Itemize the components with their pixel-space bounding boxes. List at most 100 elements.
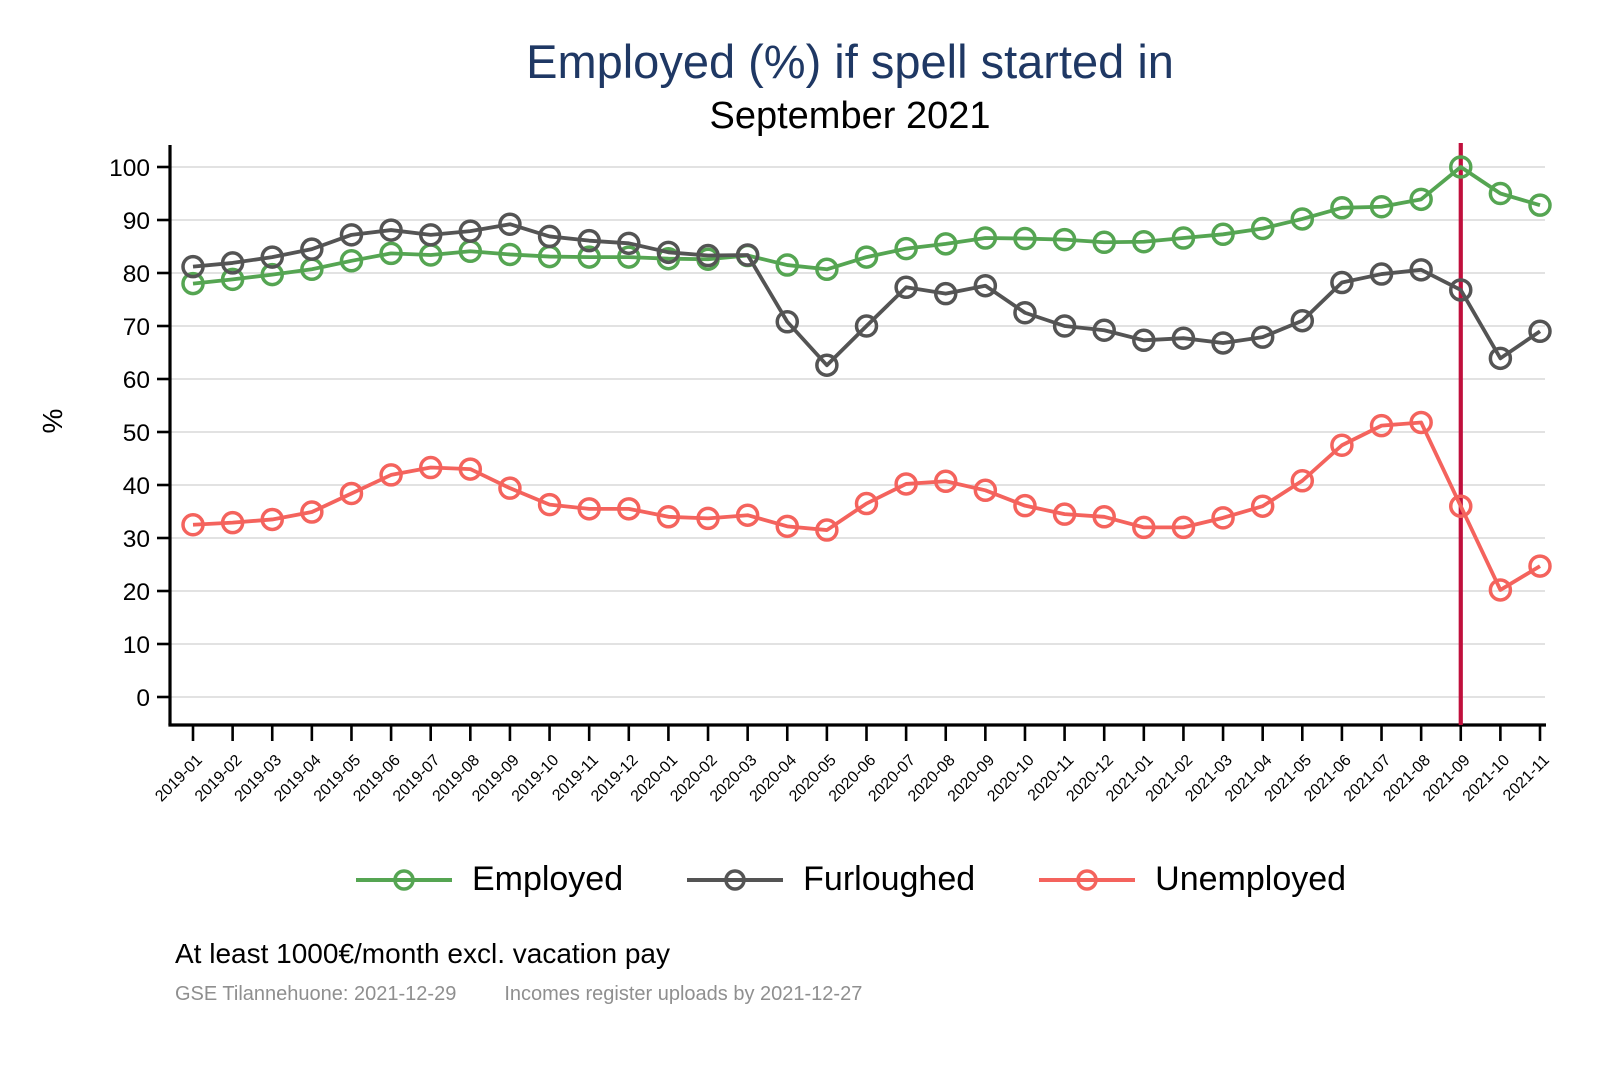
y-tick-label: 80 <box>123 261 150 288</box>
data-point-marker <box>1092 505 1116 529</box>
data-point-marker <box>1409 410 1433 435</box>
data-point-marker <box>973 478 998 503</box>
data-point-marker <box>379 218 403 242</box>
data-point-marker <box>933 232 958 256</box>
data-point-marker <box>1449 278 1473 302</box>
data-point-marker <box>1250 494 1275 518</box>
data-point-marker <box>1528 193 1552 217</box>
chart-title: Employed (%) if spell started in <box>526 35 1174 88</box>
data-point-marker <box>181 271 205 296</box>
data-point-marker <box>1171 326 1196 350</box>
legend-circle <box>393 868 415 891</box>
data-point-marker <box>696 243 720 268</box>
credit-uploads: Incomes register uploads by 2021-12-27 <box>504 983 863 1005</box>
credit-source: GSE Tilannehuone: 2021-12-29 <box>175 983 457 1005</box>
series-line <box>192 420 1541 592</box>
chart-subtitle: September 2021 <box>709 95 991 137</box>
data-point-marker <box>735 503 760 527</box>
data-point-marker <box>577 245 601 269</box>
data-point-marker <box>735 243 760 267</box>
gridlines <box>171 166 1545 698</box>
data-point-marker <box>1369 413 1394 438</box>
data-point-marker <box>775 253 800 277</box>
data-point-marker <box>894 236 918 261</box>
series-furloughed <box>181 212 1552 377</box>
data-point-marker <box>617 497 641 521</box>
data-point-marker <box>1211 506 1235 530</box>
data-point-marker <box>854 245 879 269</box>
data-point-marker <box>1250 216 1275 241</box>
data-point-marker <box>498 242 522 267</box>
data-point-marker <box>339 481 364 506</box>
data-point-marker <box>1052 314 1077 338</box>
data-point-marker <box>220 510 245 535</box>
series-employed <box>181 155 1552 296</box>
data-point-marker <box>894 472 918 496</box>
data-point-marker <box>1369 262 1394 286</box>
data-point-marker <box>1092 318 1116 342</box>
data-point-marker <box>458 457 483 481</box>
data-point-marker <box>1369 195 1394 219</box>
data-point-marker <box>1528 554 1552 578</box>
legend-marker-icon <box>687 868 784 891</box>
data-point-marker <box>973 273 998 298</box>
data-point-marker <box>339 249 364 273</box>
data-point-marker <box>379 241 403 266</box>
legend-label: Employed <box>471 860 624 898</box>
data-point-marker <box>537 492 562 517</box>
data-point-marker <box>1290 207 1315 231</box>
series-unemployed <box>181 410 1552 602</box>
data-point-marker <box>1290 308 1315 333</box>
data-point-marker <box>894 275 918 300</box>
data-point-marker <box>1132 515 1156 540</box>
data-point-marker <box>220 251 245 275</box>
data-point-marker <box>220 267 245 292</box>
data-point-marker <box>458 219 483 243</box>
y-tick-label: 70 <box>123 314 150 341</box>
data-point-marker <box>1488 578 1513 602</box>
y-tick-label: 40 <box>123 473 150 500</box>
y-tick-label: 20 <box>123 579 150 606</box>
data-point-marker <box>1449 155 1473 179</box>
data-point-marker <box>656 505 681 529</box>
data-point-marker <box>1290 469 1315 493</box>
data-point-marker <box>577 497 601 521</box>
data-point-marker <box>379 463 403 487</box>
data-point-marker <box>1092 230 1116 255</box>
legend-label: Unemployed <box>1155 860 1347 898</box>
data-point-marker <box>656 240 681 265</box>
data-point-marker <box>1211 331 1235 355</box>
y-tick-label: 10 <box>123 632 150 659</box>
data-point-marker <box>1449 494 1473 518</box>
data-point-marker <box>260 245 284 269</box>
legend-item-furloughed: Furloughed <box>685 860 975 899</box>
data-point-marker <box>775 310 800 334</box>
y-tick-label: 60 <box>123 367 150 394</box>
data-point-marker <box>1409 187 1433 212</box>
data-point-marker <box>1488 181 1513 206</box>
data-point-marker <box>1052 227 1077 252</box>
data-point-marker <box>181 254 205 279</box>
data-point-marker <box>300 500 324 524</box>
x-axis: 2019-012019-022019-032019-042019-052019-… <box>152 725 1553 805</box>
data-point-marker <box>1171 515 1196 540</box>
y-tick-label: 100 <box>109 155 150 182</box>
data-point-marker <box>775 514 800 539</box>
y-tick-label: 30 <box>123 526 150 553</box>
data-point-marker <box>300 237 324 261</box>
data-point-marker <box>418 223 443 247</box>
y-axis: 0 10 20 30 40 50 60 70 80 90 100 <box>109 155 170 712</box>
data-point-marker <box>933 281 958 306</box>
data-point-marker <box>1409 258 1433 282</box>
data-point-marker <box>1250 325 1275 349</box>
chart-credit-line: GSE Tilannehuone: 2021-12-29 Incomes reg… <box>175 983 862 1006</box>
data-point-marker <box>498 212 522 236</box>
data-point-marker <box>854 314 879 338</box>
data-point-marker <box>1330 270 1354 295</box>
data-point-marker <box>973 226 998 250</box>
data-point-marker <box>1211 222 1235 247</box>
data-point-marker <box>537 224 562 249</box>
data-point-marker <box>815 353 839 377</box>
data-point-marker <box>1013 493 1037 518</box>
data-point-marker <box>815 518 839 542</box>
